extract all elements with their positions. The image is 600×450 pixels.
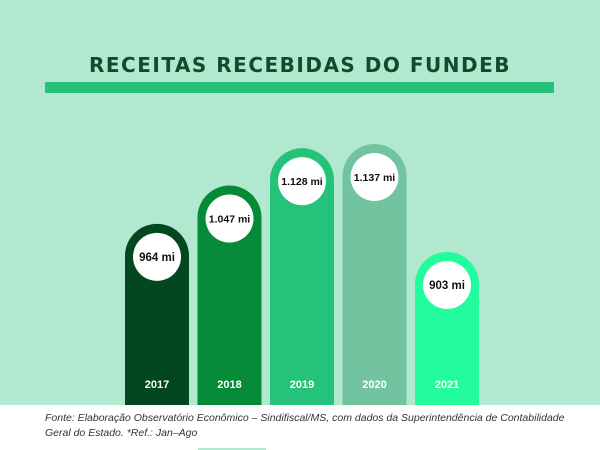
footer: Fonte: Elaboração Observatório Econômico… [0,405,600,450]
footer-divider [198,448,266,450]
value-bubble-2018 [205,194,254,243]
value-label-2017: 964 mi [139,252,175,264]
bar-2020 [342,144,407,405]
value-label-2019: 1.128 mi [281,176,323,188]
value-label-2018: 1.047 mi [209,214,251,226]
category-label-2020: 2020 [362,379,386,391]
title-underline-bar [45,82,554,93]
value-bubble-2021 [423,261,471,309]
value-bubble-2017 [133,232,181,281]
source-note: Fonte: Elaboração Observatório Econômico… [45,412,565,439]
bar-2019 [270,148,334,405]
bar-chart: 964 mi 2017 1.047 mi 2018 1.128 mi 2019 1.137 … [125,144,479,405]
category-label-2021: 2021 [435,379,459,391]
bar-2018 [197,185,262,405]
category-label-2018: 2018 [217,379,241,391]
value-label-2021: 903 mi [429,280,465,292]
value-bubble-2020 [350,153,399,201]
category-label-2019: 2019 [290,379,314,391]
value-label-2020: 1.137 mi [354,172,396,184]
chart-title: RECEITAS RECEBIDAS DO FUNDEB [88,53,512,77]
value-bubble-2019 [278,157,326,206]
category-label-2017: 2017 [145,379,169,391]
